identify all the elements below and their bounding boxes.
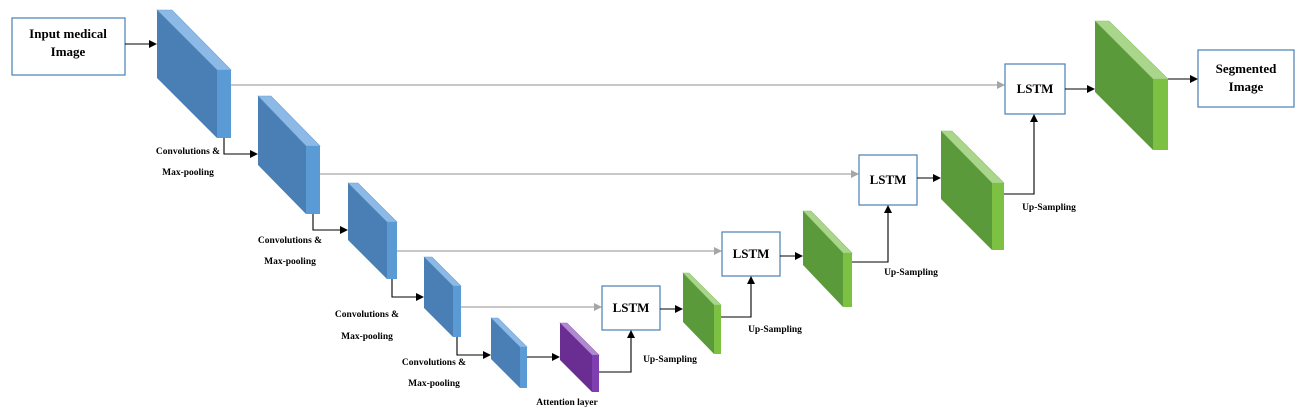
encoder-label-2-line2: Max-pooling	[264, 257, 316, 267]
input-box: Input medical Image	[11, 17, 126, 76]
output-box-line1: Segmented	[1216, 61, 1277, 76]
flow-arrows	[125, 40, 1198, 373]
encoder-label-3-line1: Convolutions &	[335, 310, 399, 320]
encoder-label-1-line1: Convolutions &	[156, 147, 220, 157]
encoder-label-2-line1: Convolutions &	[258, 236, 322, 246]
input-box-line2: Image	[51, 44, 86, 59]
upsampling-label-4: Up-Sampling	[1022, 203, 1076, 213]
encoder-label-3: Convolutions & Max-pooling	[335, 310, 399, 342]
encoder-label-4-line2: Max-pooling	[408, 379, 460, 389]
encoder-label-2: Convolutions & Max-pooling	[258, 236, 322, 267]
lstm-label-1: LSTM	[613, 300, 650, 315]
encoder-label-1: Convolutions & Max-pooling	[156, 147, 220, 178]
attention-label: Attention layer	[536, 398, 598, 408]
upsampling-label-3: Up-Sampling	[884, 268, 938, 278]
encoder-block-1	[156, 9, 232, 138]
output-box-line2: Image	[1229, 79, 1264, 94]
lstm-box-2: LSTM	[721, 231, 781, 277]
skip-connections	[231, 81, 1005, 311]
encoder-block-2	[257, 95, 321, 214]
lstm-label-4: LSTM	[1017, 81, 1054, 96]
output-box: Segmented Image	[1197, 49, 1295, 108]
encoder-block-3	[347, 182, 398, 279]
lstm-box-4: LSTM	[1004, 63, 1066, 115]
lstm-box-1: LSTM	[601, 285, 661, 331]
decoder-block-4	[1094, 20, 1169, 150]
decoder-block-3	[940, 130, 1005, 250]
lstm-box-3: LSTM	[858, 154, 918, 206]
encoder-block-4	[423, 256, 462, 337]
input-box-line1: Input medical	[29, 26, 107, 41]
encoder-label-4-line1: Convolutions &	[402, 358, 466, 368]
encoder-label-3-line2: Max-pooling	[341, 332, 393, 342]
encoder-block-5	[490, 317, 528, 388]
decoder-block-2	[802, 210, 853, 307]
lstm-label-3: LSTM	[870, 172, 907, 187]
encoder-label-1-line2: Max-pooling	[162, 168, 214, 178]
attention-block	[559, 322, 600, 392]
encoder-label-4: Convolutions & Max-pooling	[402, 358, 466, 389]
lstm-label-2: LSTM	[733, 246, 770, 261]
upsampling-label-2: Up-Sampling	[748, 325, 802, 335]
decoder-block-1	[682, 272, 722, 354]
upsampling-label-1: Up-Sampling	[643, 355, 697, 365]
